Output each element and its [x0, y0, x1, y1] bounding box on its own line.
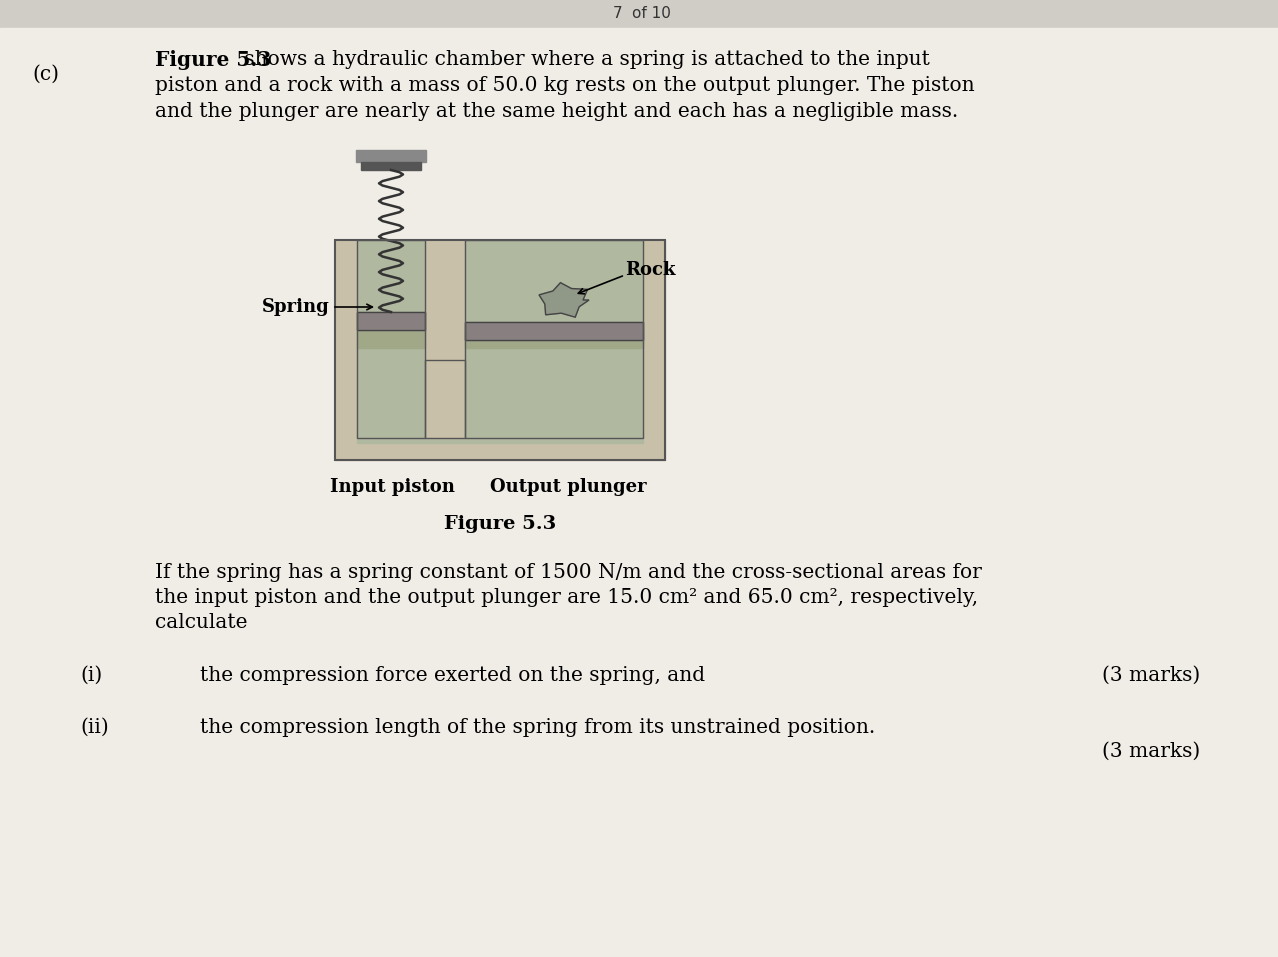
Text: piston and a rock with a mass of 50.0 kg rests on the output plunger. The piston: piston and a rock with a mass of 50.0 kg…: [155, 76, 975, 95]
Bar: [0, 0, 1278, 28]
Text: (c): (c): [32, 65, 59, 84]
Bar: [465, 240, 643, 438]
Text: (3 marks): (3 marks): [1102, 666, 1200, 685]
Text: (ii): (ii): [81, 718, 109, 737]
Bar: [357, 240, 426, 438]
Bar: [465, 322, 643, 340]
Text: Rock: Rock: [625, 261, 676, 279]
Bar: [357, 312, 426, 330]
Text: Spring: Spring: [262, 298, 330, 316]
Bar: [335, 240, 665, 460]
Polygon shape: [539, 282, 589, 317]
Bar: [357, 312, 426, 330]
Text: (3 marks): (3 marks): [1102, 742, 1200, 761]
Text: Input piston: Input piston: [330, 478, 455, 496]
Text: the input piston and the output plunger are 15.0 cm² and 65.0 cm², respectively,: the input piston and the output plunger …: [155, 588, 978, 607]
Text: calculate: calculate: [155, 613, 248, 632]
Bar: [465, 330, 643, 348]
Bar: [357, 150, 426, 162]
Bar: [426, 360, 465, 438]
Bar: [357, 330, 426, 348]
Text: 7: 7: [613, 7, 622, 21]
Bar: [426, 360, 465, 438]
Text: Output plunger: Output plunger: [489, 478, 647, 496]
Text: If the spring has a spring constant of 1500 N/m and the cross-sectional areas fo: If the spring has a spring constant of 1…: [155, 563, 982, 582]
Text: and the plunger are nearly at the same height and each has a negligible mass.: and the plunger are nearly at the same h…: [155, 102, 958, 121]
Bar: [360, 162, 420, 170]
Text: shows a hydraulic chamber where a spring is attached to the input: shows a hydraulic chamber where a spring…: [238, 50, 930, 69]
Text: the compression length of the spring from its unstrained position.: the compression length of the spring fro…: [199, 718, 875, 737]
Text: Figure 5.3: Figure 5.3: [443, 515, 556, 533]
Bar: [357, 433, 643, 443]
Bar: [465, 322, 643, 340]
Text: Figure 5.3: Figure 5.3: [155, 50, 271, 70]
Bar: [357, 240, 426, 438]
Bar: [335, 240, 665, 460]
Text: (i): (i): [81, 666, 102, 685]
Bar: [465, 240, 643, 438]
Text: the compression force exerted on the spring, and: the compression force exerted on the spr…: [199, 666, 705, 685]
Text: of 10: of 10: [633, 7, 671, 21]
